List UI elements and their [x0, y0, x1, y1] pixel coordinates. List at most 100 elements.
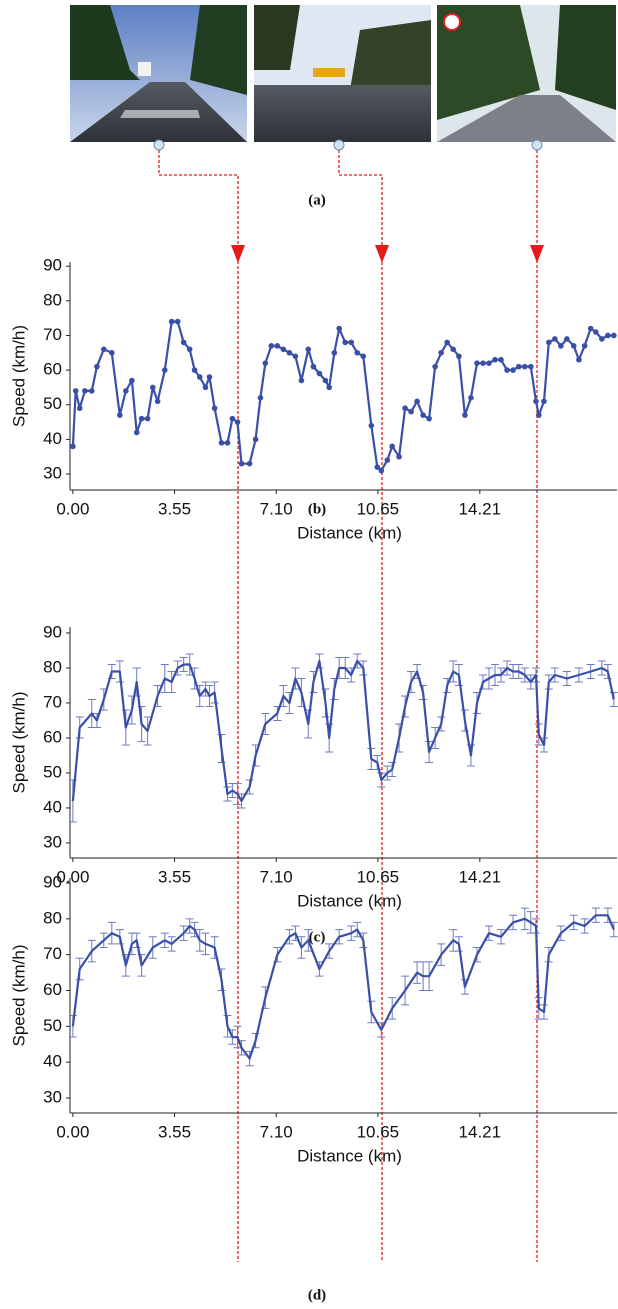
photo	[70, 5, 247, 142]
marker	[571, 343, 577, 349]
marker	[192, 367, 198, 373]
marker	[129, 378, 135, 384]
marker	[263, 360, 269, 366]
y-tick-label: 80	[43, 657, 62, 676]
marker	[368, 423, 374, 429]
marker	[230, 416, 236, 422]
marker	[175, 319, 181, 325]
marker	[317, 371, 323, 377]
marker	[576, 357, 582, 363]
marker	[287, 350, 293, 356]
marker	[420, 412, 426, 418]
marker	[269, 343, 275, 349]
marker	[212, 405, 218, 411]
x-tick-label: 10.65	[357, 1122, 400, 1141]
marker	[558, 343, 564, 349]
y-tick-label: 90	[43, 256, 62, 275]
x-axis-title: Distance (km)	[297, 891, 402, 910]
marker	[134, 430, 140, 436]
y-tick-label: 60	[43, 980, 62, 999]
marker	[150, 385, 156, 391]
marker	[504, 367, 510, 373]
marker	[432, 364, 438, 370]
marker	[258, 395, 264, 401]
x-axis-title: Distance (km)	[297, 523, 402, 542]
x-tick-label: 10.65	[357, 867, 400, 886]
photo	[254, 5, 431, 142]
y-tick-label: 40	[43, 429, 62, 448]
marker	[117, 412, 123, 418]
marker	[275, 343, 281, 349]
marker	[225, 440, 231, 446]
figure: (a) 30 40 50 60 70 80 90 0.00 3.55 7.10 10.65 14.21…	[0, 0, 618, 1309]
marker	[426, 416, 432, 422]
y-tick-label: 90	[43, 872, 62, 891]
x-tick-label: 0.00	[56, 1122, 89, 1141]
marker	[219, 440, 225, 446]
connector	[154, 140, 544, 1262]
y-tick-label: 40	[43, 1052, 62, 1071]
x-tick-label: 3.55	[158, 1122, 191, 1141]
marker	[70, 444, 76, 450]
marker	[385, 457, 391, 463]
y-axis-title: Speed (km/h)	[9, 691, 28, 793]
marker	[82, 388, 88, 394]
marker	[468, 395, 474, 401]
marker	[299, 378, 305, 384]
y-tick-label: 90	[43, 622, 62, 641]
marker	[593, 329, 599, 335]
marker	[396, 454, 402, 460]
marker	[480, 360, 486, 366]
marker	[239, 461, 245, 467]
y-tick-label: 60	[43, 360, 62, 379]
x-tick-label: 14.21	[459, 867, 502, 886]
marker	[552, 336, 558, 342]
marker	[342, 340, 348, 346]
y-tick-label: 60	[43, 727, 62, 746]
caption: (a)	[308, 192, 326, 208]
marker	[247, 461, 253, 467]
x-tick-label: 0.00	[56, 499, 89, 518]
marker	[474, 360, 480, 366]
y-tick-label: 50	[43, 762, 62, 781]
marker	[123, 388, 129, 394]
marker	[599, 336, 605, 342]
y-tick-label: 70	[43, 692, 62, 711]
marker	[546, 340, 552, 346]
marker	[109, 350, 115, 356]
marker	[348, 340, 354, 346]
marker	[456, 353, 462, 359]
y-axis-title: Speed (km/h)	[9, 944, 28, 1046]
marker	[582, 343, 588, 349]
x-tick-label: 14.21	[459, 499, 502, 518]
marker	[235, 419, 241, 425]
y-tick-label: 30	[43, 832, 62, 851]
x-tick-label: 10.65	[357, 499, 400, 518]
marker	[336, 326, 342, 332]
marker	[605, 333, 611, 339]
marker	[354, 350, 360, 356]
y-tick-label: 30	[43, 464, 62, 483]
marker	[197, 374, 203, 380]
marker	[450, 347, 456, 353]
x-tick-label: 7.10	[260, 1122, 293, 1141]
marker	[281, 347, 287, 353]
x-axis-title: Distance (km)	[297, 1146, 402, 1165]
x-tick-label: 3.55	[158, 499, 191, 518]
marker	[438, 350, 444, 356]
marker	[305, 347, 311, 353]
marker	[326, 385, 332, 391]
y-tick-label: 50	[43, 1016, 62, 1035]
marker	[169, 319, 175, 325]
chart: 304050607080900.003.557.1010.6514.21Dist…	[9, 622, 617, 945]
y-axis-title: Speed (km/h)	[9, 325, 28, 427]
marker	[414, 398, 420, 404]
marker	[379, 468, 385, 474]
x-tick-label: 7.10	[260, 867, 293, 886]
marker	[536, 412, 542, 418]
y-tick-label: 40	[43, 797, 62, 816]
marker	[139, 416, 145, 422]
marker	[408, 409, 414, 415]
marker	[389, 444, 395, 450]
